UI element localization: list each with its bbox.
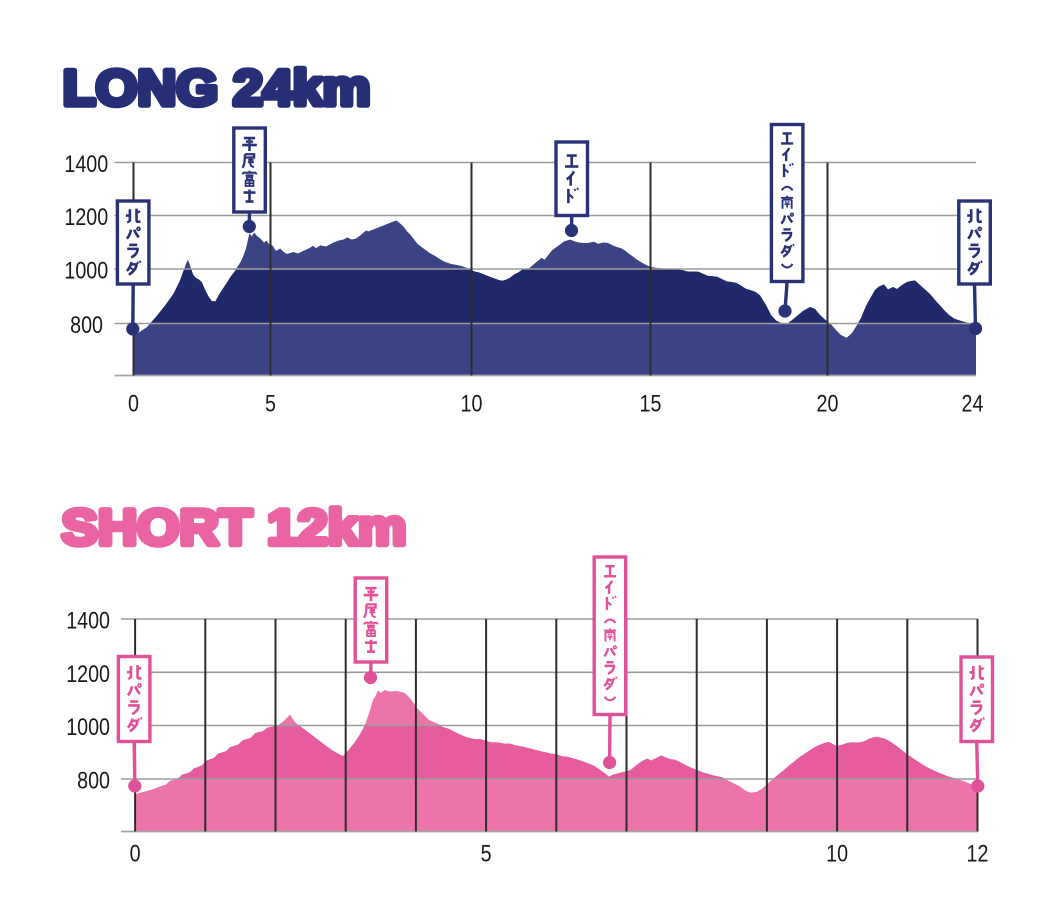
svg-text:0: 0 xyxy=(130,840,141,867)
svg-text:10: 10 xyxy=(461,390,483,417)
svg-text:1200: 1200 xyxy=(66,660,110,687)
svg-text:0: 0 xyxy=(128,390,139,417)
svg-text:SHORT 12km: SHORT 12km xyxy=(62,500,407,555)
svg-text:1000: 1000 xyxy=(66,713,110,740)
svg-text:20: 20 xyxy=(817,390,839,417)
svg-text:1000: 1000 xyxy=(64,257,108,284)
svg-text:1400: 1400 xyxy=(66,607,110,634)
svg-text:24: 24 xyxy=(962,390,984,417)
svg-text:800: 800 xyxy=(70,311,103,338)
svg-text:LONG 24km: LONG 24km xyxy=(63,60,371,116)
svg-text:1400: 1400 xyxy=(64,150,108,177)
svg-text:800: 800 xyxy=(77,767,110,794)
svg-text:10: 10 xyxy=(826,840,848,867)
svg-text:15: 15 xyxy=(640,390,662,417)
svg-text:5: 5 xyxy=(265,390,276,417)
svg-text:1200: 1200 xyxy=(64,203,108,230)
svg-text:12: 12 xyxy=(967,840,989,867)
svg-text:5: 5 xyxy=(481,840,492,867)
